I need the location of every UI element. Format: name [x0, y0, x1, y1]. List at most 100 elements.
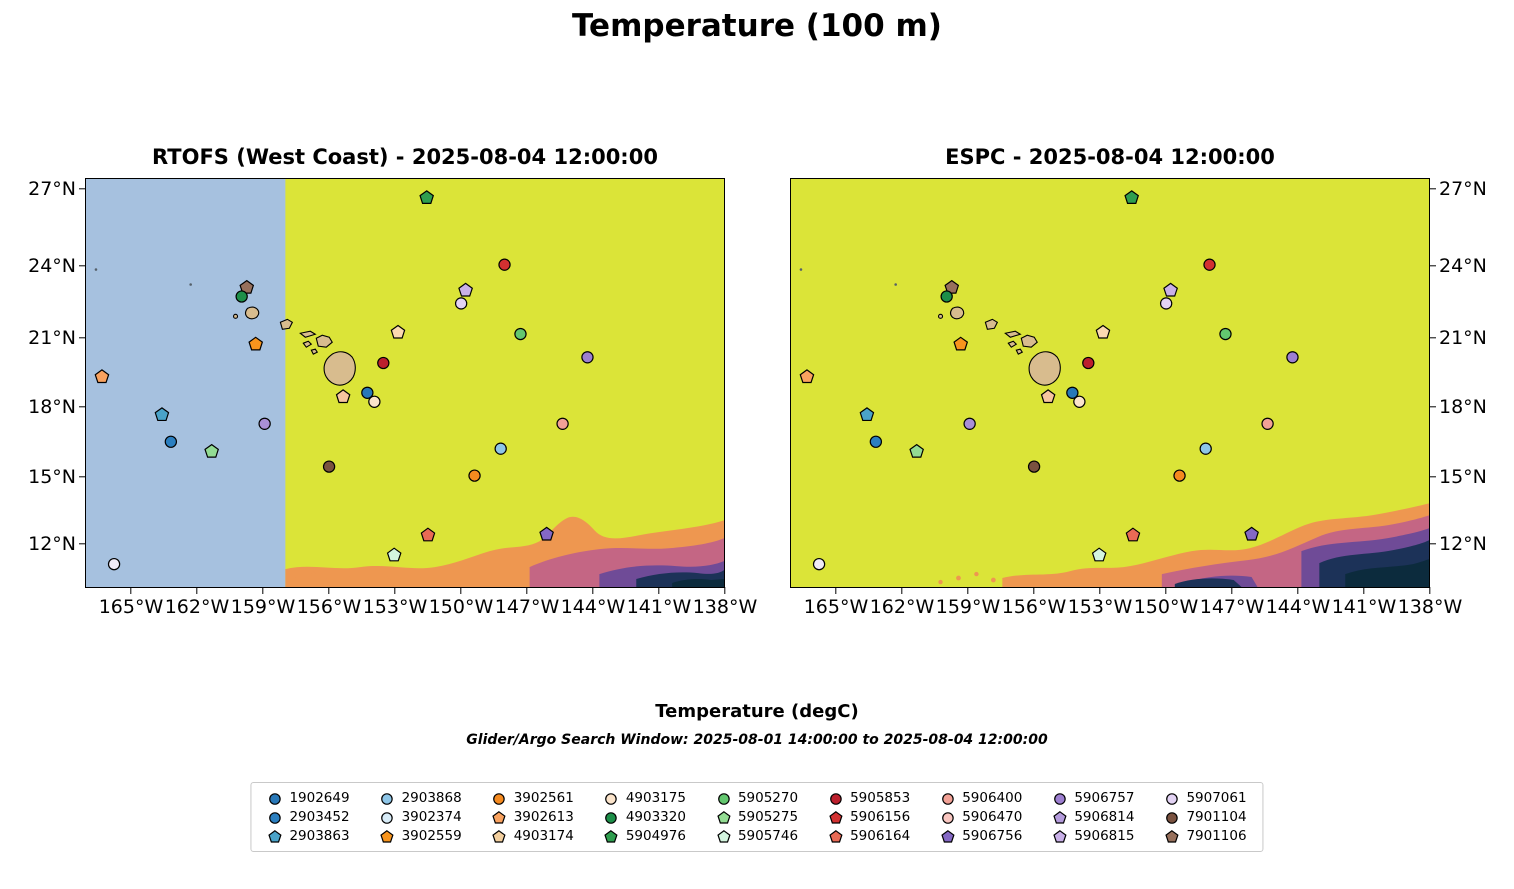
y-tick	[1429, 476, 1436, 478]
legend-label: 5906156	[850, 809, 911, 825]
legend-label: 5905853	[850, 790, 911, 806]
legend-entry: 4903174	[492, 828, 574, 844]
y-tick-label: 15°N	[28, 465, 76, 488]
y-tick-label: 18°N	[28, 396, 76, 418]
legend-entry: 5906164	[828, 828, 910, 844]
float-marker	[1261, 417, 1274, 430]
legend-circle-marker-icon	[1166, 811, 1178, 824]
float-marker	[390, 324, 406, 339]
legend-pentagon-marker-icon	[492, 829, 506, 843]
legend-entry: 7901106	[1164, 828, 1247, 844]
legend-entry: 5904976	[604, 828, 686, 844]
float-marker	[361, 386, 374, 399]
x-tick-label: 159°W	[935, 596, 1001, 618]
float-marker	[963, 417, 976, 430]
legend-circle-marker-icon	[941, 792, 954, 805]
legend-pentagon-marker-icon	[941, 829, 955, 843]
float-marker	[812, 557, 826, 571]
legend-label: 5906815	[1074, 828, 1135, 844]
legend-label: 5906400	[962, 790, 1023, 806]
legend-pentagon-marker-icon	[492, 810, 506, 824]
x-tick	[1429, 587, 1431, 594]
x-tick	[1231, 587, 1233, 594]
legend-entry: 5905746	[716, 828, 798, 844]
legend-circle-marker-icon	[605, 792, 618, 805]
x-tick-label: 138°W	[1397, 596, 1463, 618]
legend-entry: 7901104	[1164, 809, 1247, 825]
float-marker	[1027, 460, 1041, 473]
float-marker	[1125, 527, 1141, 542]
map-panel-rtofs: RTOFS (West Coast) - 2025-08-04 12:00:00…	[28, 145, 757, 618]
x-tick-label: 150°W	[1133, 596, 1199, 618]
legend-label: 5905275	[737, 809, 799, 825]
legend-label: 2903452	[289, 809, 350, 825]
legend-entry: 3902561	[492, 790, 574, 806]
contour-navy	[1174, 578, 1242, 587]
legend-circle-marker-icon	[381, 792, 393, 805]
y-tick-label: 27°N	[28, 178, 76, 200]
x-tick	[835, 587, 837, 594]
legend-label: 4903175	[625, 790, 686, 806]
temperature-field	[791, 179, 1429, 587]
float-marker	[322, 460, 336, 473]
float-marker	[377, 356, 390, 370]
legend-label: 7901104	[1186, 809, 1247, 825]
y-tick	[1429, 543, 1436, 545]
x-axis-espc: 165°W 162°W 159°W 156°W 153°W 150°W 147°W 144°W…	[791, 587, 1462, 629]
y-tick-label: 21°N	[1439, 326, 1487, 349]
x-tick	[130, 587, 132, 594]
x-tick-label: 147°W	[494, 596, 560, 618]
contour-orange-speckles	[938, 571, 996, 585]
x-tick	[592, 587, 594, 594]
legend-pentagon-marker-icon	[1165, 829, 1179, 843]
figure-title: Temperature (100 m)	[572, 8, 942, 44]
float-marker	[1040, 389, 1056, 404]
legend-entry: 5906470	[940, 809, 1022, 825]
x-tick	[1165, 587, 1167, 594]
float-marker	[419, 190, 435, 204]
float-marker	[909, 443, 924, 458]
y-tick-label: 18°N	[1439, 396, 1487, 418]
float-markers	[799, 190, 1299, 571]
legend-label: 5905270	[737, 790, 799, 806]
float-marker	[494, 442, 507, 455]
float-marker	[1199, 442, 1212, 455]
legend-entry: 2903863	[267, 828, 350, 844]
float-marker	[1173, 469, 1186, 482]
y-tick	[79, 188, 86, 190]
float-marker	[1286, 351, 1299, 364]
legend-label: 3902613	[513, 809, 574, 825]
legend-entry: 2903868	[380, 790, 462, 806]
legend-pentagon-marker-icon	[716, 810, 731, 824]
legend-label: 5906470	[962, 809, 1023, 825]
float-marker	[235, 290, 248, 303]
y-tick-label: 24°N	[28, 255, 76, 277]
legend-circle-marker-icon	[829, 792, 842, 805]
y-tick	[79, 543, 86, 545]
x-tick	[724, 587, 726, 594]
x-tick-label: 165°W	[803, 596, 869, 618]
x-tick-label: 138°W	[692, 596, 758, 618]
x-tick-label: 147°W	[1199, 596, 1265, 618]
legend-label: 5906164	[850, 828, 911, 844]
colorbar-label: Temperature (degC)	[655, 701, 859, 722]
float-marker	[458, 282, 473, 297]
legend-pentagon-marker-icon	[604, 829, 618, 843]
float-marker	[248, 336, 264, 351]
legend-circle-marker-icon	[717, 792, 730, 805]
legend-entry: 5905853	[828, 790, 910, 806]
legend-label: 3902561	[513, 790, 574, 806]
float-marker	[581, 351, 594, 364]
x-tick-label: 141°W	[626, 596, 692, 618]
legend-entry: 3902559	[380, 828, 462, 844]
y-tick-label: 21°N	[28, 326, 76, 349]
legend-label: 5906757	[1074, 790, 1135, 806]
legend-entry: 5906814	[1052, 809, 1134, 825]
y-tick	[79, 265, 86, 267]
float-marker	[514, 327, 527, 341]
float-marker	[335, 389, 351, 404]
legend-entry: 2903452	[267, 809, 350, 825]
float-marker	[154, 407, 170, 422]
legend-circle-marker-icon	[605, 811, 618, 824]
x-tick	[262, 587, 264, 594]
